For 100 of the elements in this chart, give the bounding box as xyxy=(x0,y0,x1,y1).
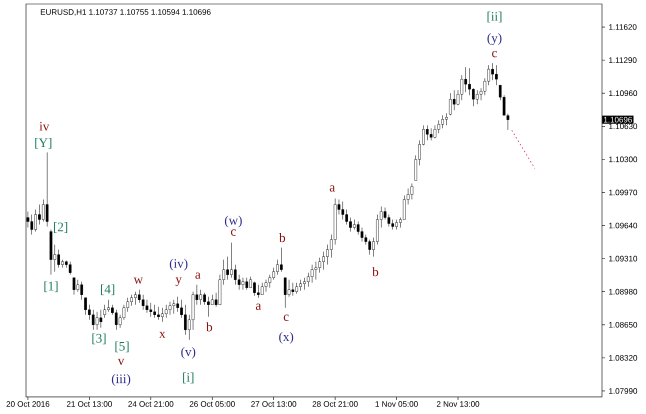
annotation: b xyxy=(372,267,378,276)
candlestick xyxy=(388,214,390,227)
annotation: c xyxy=(284,314,289,321)
annotation: b xyxy=(206,322,212,332)
candlestick xyxy=(318,257,322,273)
candlestick xyxy=(464,66,468,92)
candlestick xyxy=(448,92,452,116)
candlestick xyxy=(234,264,237,285)
candlestick xyxy=(352,219,356,230)
candlestick xyxy=(314,261,318,280)
candlestick xyxy=(306,272,310,287)
candlestick xyxy=(46,152,48,227)
candlestick xyxy=(303,277,306,290)
annotation: x xyxy=(159,332,166,338)
candlestick xyxy=(76,279,80,292)
annotation: [2] xyxy=(54,222,68,233)
y-tick-label: 1.09310 xyxy=(609,256,638,262)
candlestick xyxy=(80,281,84,300)
candlestick xyxy=(288,279,290,297)
annotation: v xyxy=(118,358,124,365)
candlestick xyxy=(468,68,471,96)
candlestick xyxy=(92,310,95,330)
candlestick xyxy=(299,279,302,291)
candlestick xyxy=(30,214,34,235)
candlestick xyxy=(157,306,160,320)
candlestick xyxy=(434,125,436,139)
candlestick xyxy=(199,289,202,305)
candlestick xyxy=(207,296,210,318)
candlestick xyxy=(476,90,479,104)
candlestick xyxy=(226,256,229,280)
candlestick xyxy=(57,249,60,268)
candlestick xyxy=(142,294,144,310)
candlestick xyxy=(210,294,214,305)
candlestick xyxy=(149,302,152,318)
candlestick xyxy=(268,274,272,288)
y-tick-label: 1.08320 xyxy=(609,355,638,361)
text: EURUSD,H1 1.10737 1.10755 1.10594 1.10696 xyxy=(40,9,211,16)
candlestick xyxy=(242,277,244,290)
candlestick xyxy=(34,209,37,232)
candlestick xyxy=(72,277,76,295)
y-tick-label: 1.10300 xyxy=(609,156,638,162)
candlestick xyxy=(264,279,268,292)
annotation: iv xyxy=(39,122,50,131)
candlestick xyxy=(410,183,414,200)
candlestick xyxy=(384,207,386,220)
candlestick xyxy=(168,301,172,316)
candlestick xyxy=(437,120,440,134)
candlestick xyxy=(96,312,98,330)
candlestick xyxy=(146,299,148,314)
candlestick xyxy=(130,294,133,306)
candlestick xyxy=(203,292,206,305)
annotation: [i] xyxy=(183,372,194,384)
candlestick xyxy=(284,277,287,308)
candlestick xyxy=(445,113,448,126)
candlestick xyxy=(430,128,432,141)
annotation: y xyxy=(176,277,182,286)
candlestick xyxy=(391,219,394,230)
candlestick xyxy=(441,115,444,129)
x-tick-label: 26 Oct 05:00 xyxy=(190,401,235,407)
y-tick-label: 1.11620 xyxy=(609,24,637,30)
text: 1.10696 xyxy=(604,116,632,123)
candlestick xyxy=(245,277,248,290)
y-tick-label: 1.10960 xyxy=(609,90,638,96)
candlestick xyxy=(184,304,187,336)
candlestick xyxy=(160,308,164,322)
candlestick xyxy=(356,221,360,235)
candlestick xyxy=(42,199,45,222)
annotation: (x) xyxy=(279,332,294,344)
annotation: (v) xyxy=(181,346,196,359)
annotation: [1] xyxy=(44,281,58,292)
y-tick-label: 1.10630 xyxy=(609,123,638,130)
x-tick-label: 24 Oct 21:00 xyxy=(128,401,174,407)
candlestick xyxy=(452,90,456,111)
annotation: c xyxy=(492,50,497,58)
candlestick xyxy=(360,227,364,242)
candlestick xyxy=(349,217,352,232)
candlestick xyxy=(395,219,398,230)
annotation: (iv) xyxy=(170,258,188,271)
candlestick xyxy=(138,289,141,303)
annotation: (y) xyxy=(487,33,502,45)
candlestick xyxy=(292,282,294,296)
candlestick xyxy=(368,239,372,255)
x-tick-label: 1 Nov 05:00 xyxy=(376,401,418,407)
candlestick xyxy=(172,299,176,314)
annotation: (w) xyxy=(224,216,242,228)
annotation: a xyxy=(330,185,335,192)
candlestick xyxy=(107,299,110,312)
x-tick-label: 20 Oct 2016 xyxy=(6,401,50,407)
x-tick-label: 28 Oct 21:00 xyxy=(312,401,358,407)
candlestick xyxy=(276,259,279,275)
x-tick-label: 27 Oct 13:00 xyxy=(251,401,296,407)
candlestick xyxy=(230,242,233,278)
annotation: [4] xyxy=(101,284,114,296)
candlestick xyxy=(310,264,314,283)
annotation: c xyxy=(230,229,236,236)
candlestick xyxy=(253,281,256,296)
candlestick xyxy=(295,282,298,294)
annotation: a xyxy=(256,304,262,310)
y-tick-label: 1.09640 xyxy=(609,222,638,228)
candlestick xyxy=(402,195,406,220)
